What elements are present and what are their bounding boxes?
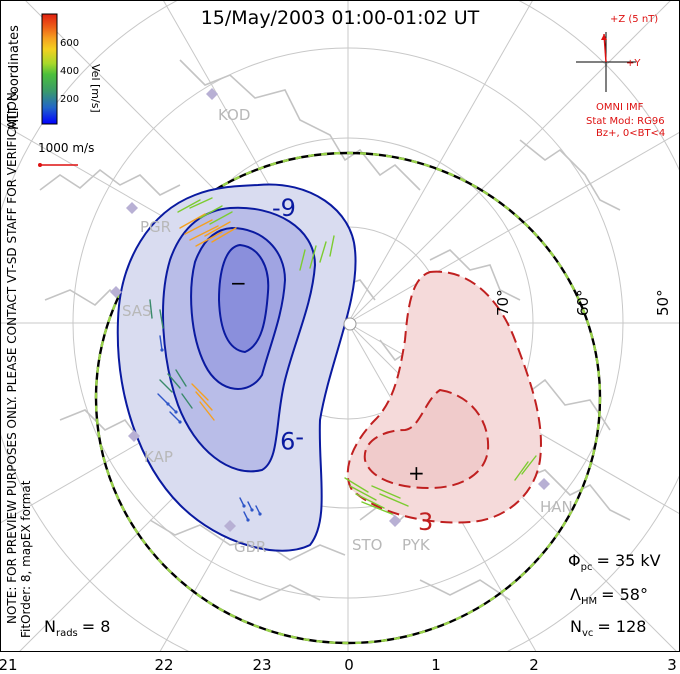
station-marker-kap — [128, 430, 140, 442]
station-label-kap: KAP — [144, 448, 173, 466]
latitude-label-50: 50° — [654, 289, 672, 316]
colorbar-tick-200: 200 — [60, 94, 79, 105]
station-label-sas: SAS — [122, 302, 152, 320]
velocity-vectors — [149, 197, 537, 522]
scale-vector: 1000 m/s — [38, 141, 94, 167]
station-marker-kod — [206, 88, 218, 100]
phi-pc-stat: Φpc = 35 kV — [568, 551, 661, 573]
imf-bz-condition: Bz+, 0<BT<4 — [596, 128, 665, 139]
mlt-label-2: 2 — [529, 656, 539, 674]
station-marker-sas — [110, 286, 122, 298]
latitude-label-60: 60° — [574, 289, 592, 316]
imf-y-label: +Y — [626, 58, 641, 69]
latitude-label-70: 70° — [494, 289, 512, 316]
colorbar-label: Vel [m/s] — [89, 64, 102, 113]
preview-note: NOTE: FOR PREVIEW PURPOSES ONLY. PLEASE … — [5, 88, 19, 624]
positive-potential-cell — [346, 270, 542, 524]
station-label-kod: KOD — [218, 106, 250, 124]
nrads-stat: Nrads = 8 — [44, 617, 110, 639]
fitorder-label: FitOrder: 8, mapEX format — [19, 480, 33, 638]
negative-potential-marker: − — [230, 271, 247, 295]
mlt-axis: 21 22 23 0 1 2 3 — [0, 656, 677, 674]
station-label-han: HAN — [540, 498, 573, 516]
mlt-label-22: 22 — [154, 656, 173, 674]
mlt-label-3: 3 — [667, 656, 677, 674]
station-label-pyk: PYK — [402, 536, 431, 554]
lambda-hm-stat: ΛHM = 58° — [570, 585, 648, 607]
station-label-pgr: PGR — [140, 218, 171, 236]
velocity-colorbar: 600 400 200 Vel [m/s] — [41, 13, 102, 125]
nvc-stat: Nvc = 128 — [570, 617, 646, 639]
negative-contour-label-2: -9 — [280, 426, 304, 454]
station-label-gbr: GBR — [234, 538, 266, 556]
mlt-label-21: 21 — [0, 656, 18, 674]
imf-z-label: +Z (5 nT) — [610, 14, 658, 25]
imf-dial: +Z (5 nT) +Y OMNI IMF Stat Mod: RG96 Bz+… — [576, 14, 665, 139]
mlt-coordinates-label: MLT coordinates — [7, 25, 22, 130]
imf-stat-mod: Stat Mod: RG96 — [586, 116, 665, 127]
negative-contour-label: -9 — [272, 194, 296, 222]
mlt-label-23: 23 — [252, 656, 271, 674]
positive-contour-label: 3 — [418, 508, 433, 536]
positive-potential-marker: + — [408, 461, 425, 485]
station-markers — [110, 88, 550, 532]
station-label-sto: STO — [352, 536, 383, 554]
station-marker-gbr — [224, 520, 236, 532]
colorbar-tick-400: 400 — [60, 66, 79, 77]
scale-vector-label: 1000 m/s — [38, 141, 94, 155]
map-title: 15/May/2003 01:00-01:02 UT — [201, 7, 480, 29]
station-marker-han — [538, 478, 550, 490]
station-marker-sto — [389, 515, 401, 527]
negative-potential-cell — [116, 183, 357, 552]
station-marker-pgr — [126, 202, 138, 214]
mlt-label-1: 1 — [431, 656, 441, 674]
map-statistics: Φpc = 35 kV ΛHM = 58° Nvc = 128 Nrads = 8 — [44, 551, 661, 639]
imf-source: OMNI IMF — [596, 102, 644, 113]
mlt-label-0: 0 — [344, 656, 354, 674]
colorbar-tick-600: 600 — [60, 38, 79, 49]
